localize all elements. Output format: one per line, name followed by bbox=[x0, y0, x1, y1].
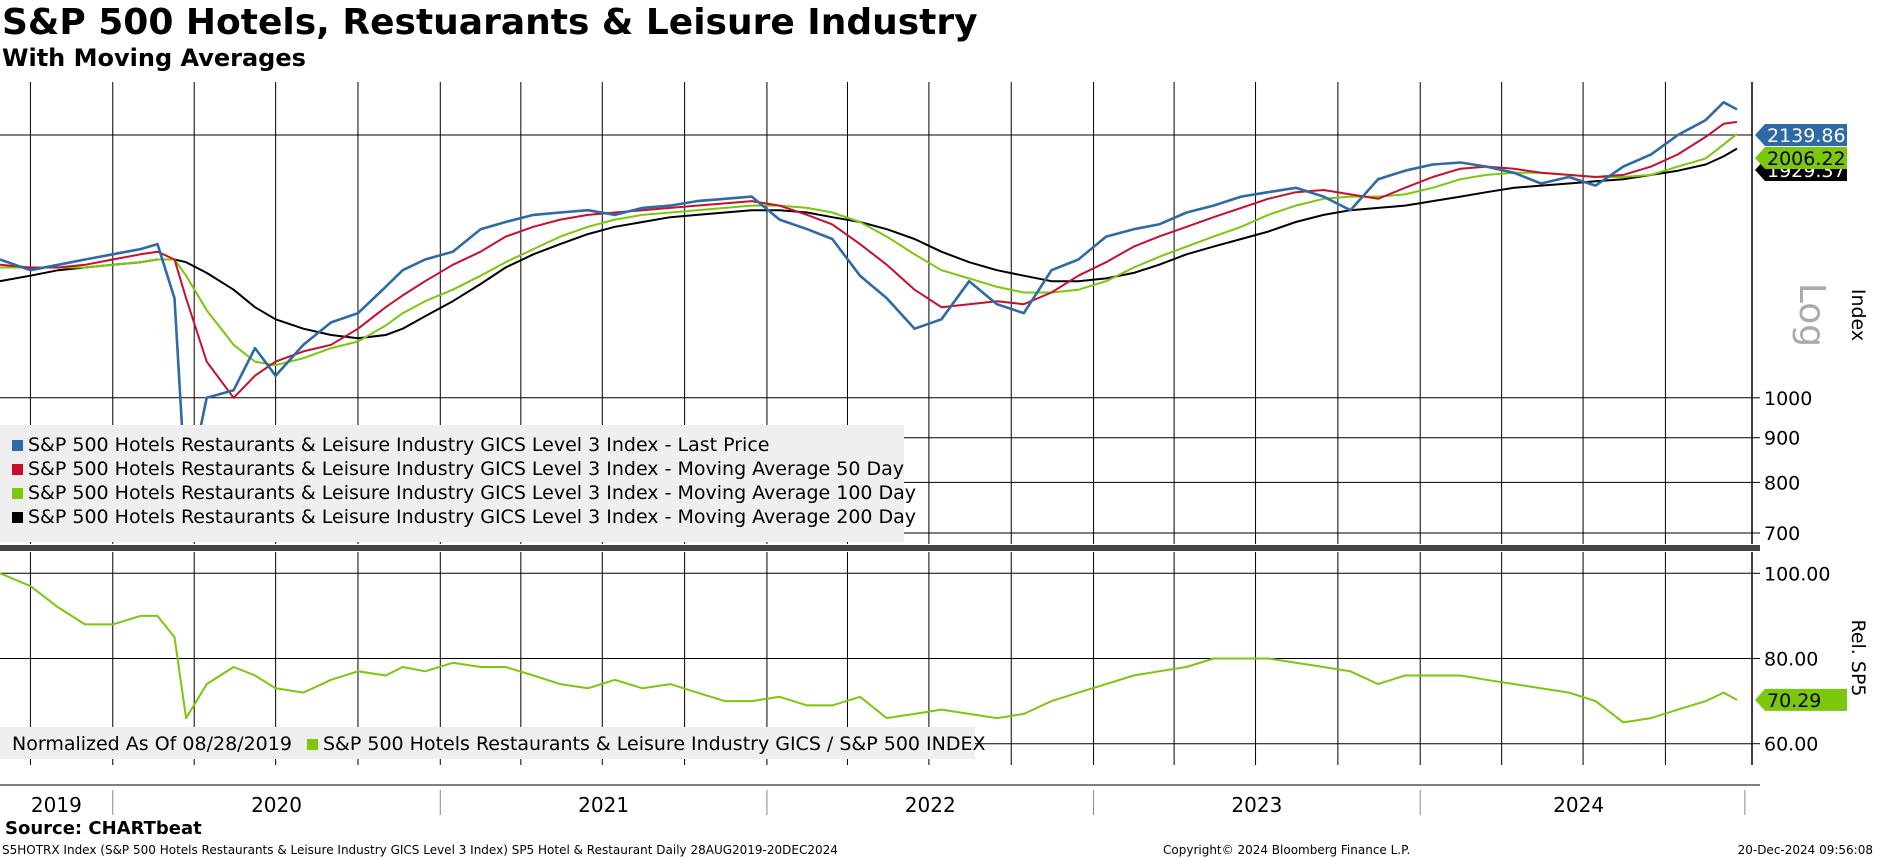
legend-entry-upper: S&P 500 Hotels Restaurants & Leisure Ind… bbox=[28, 482, 916, 504]
x-tick-label-2020: 2020 bbox=[251, 793, 302, 817]
legend-entry-upper: S&P 500 Hotels Restaurants & Leisure Ind… bbox=[28, 458, 904, 480]
x-tick-label-2022: 2022 bbox=[905, 793, 956, 817]
legend-normalized-note: Normalized As Of 08/28/2019 bbox=[12, 733, 292, 755]
footer-description: S5HOTRX Index (S&P 500 Hotels Restaurant… bbox=[2, 843, 838, 857]
legend-entry-upper: S&P 500 Hotels Restaurants & Leisure Ind… bbox=[28, 434, 769, 456]
chart-subtitle: With Moving Averages bbox=[2, 44, 306, 72]
upper-series-group bbox=[0, 101, 1738, 499]
panel-separator bbox=[0, 545, 1760, 551]
chart-title: S&P 500 Hotels, Restuarants & Leisure In… bbox=[2, 2, 978, 43]
upper-series-3-index-moving-average-100-day bbox=[0, 133, 1738, 367]
footer-copyright: Copyright© 2024 Bloomberg Finance L.P. bbox=[1163, 843, 1411, 857]
value-label-relative-tag bbox=[1755, 688, 1847, 711]
y-tick-label-lower: 80.00 bbox=[1764, 649, 1818, 671]
y-tick-label-lower: 100.00 bbox=[1764, 563, 1830, 585]
legend-box-upper bbox=[0, 425, 904, 542]
lower-series-group bbox=[0, 572, 1738, 724]
y-tick-label-lower: 60.00 bbox=[1764, 734, 1818, 756]
value-label-relative: 70.29 bbox=[1767, 690, 1821, 712]
x-tick-label-2019: 2019 bbox=[31, 793, 82, 817]
upper-series-3-index-moving-average-200-day bbox=[0, 147, 1738, 340]
y-tick-label-upper: 700 bbox=[1764, 523, 1800, 545]
legend-swatch bbox=[12, 512, 23, 523]
chart-grid bbox=[0, 82, 1752, 765]
log-scale-label: Log bbox=[1791, 283, 1832, 347]
footer-timestamp: 20-Dec-2024 09:56:08 bbox=[1737, 843, 1873, 857]
legend-entry-upper: S&P 500 Hotels Restaurants & Leisure Ind… bbox=[28, 506, 916, 528]
legend-box-lower bbox=[0, 727, 975, 759]
y-tick-label-upper: 900 bbox=[1764, 428, 1800, 450]
legend-entry-lower: S&P 500 Hotels Restaurants & Leisure Ind… bbox=[323, 733, 986, 755]
value-label-ma100: 2006.22 bbox=[1767, 148, 1846, 170]
y-axis-title-lower: Rel. SP5 bbox=[1847, 619, 1869, 696]
lower-series-re-industry-gics-s-p-500-index bbox=[0, 572, 1738, 724]
value-label-last-price-tag bbox=[1755, 124, 1847, 146]
legend-swatch bbox=[12, 488, 23, 499]
x-tick-label-2021: 2021 bbox=[578, 793, 629, 817]
chart-legends: S&P 500 Hotels Restaurants & Leisure Ind… bbox=[0, 425, 986, 759]
value-label-ma100-tag bbox=[1755, 147, 1847, 169]
upper-series--gics-level-3-index-last-price bbox=[0, 101, 1738, 499]
x-tick-label-2024: 2024 bbox=[1553, 793, 1604, 817]
upper-series--3-index-moving-average-50-day bbox=[0, 120, 1738, 399]
chart-axes: 700 800 900 1000 60.00 80.00 100.00 Index Log Rel… bbox=[0, 82, 1869, 817]
legend-swatch bbox=[12, 464, 23, 475]
legend-swatch bbox=[12, 440, 23, 451]
value-label-last-price: 2139.86 bbox=[1767, 125, 1846, 147]
y-tick-label-upper: 1000 bbox=[1764, 388, 1812, 410]
y-axis-title-upper: Index bbox=[1847, 289, 1869, 341]
x-tick-label-2023: 2023 bbox=[1231, 793, 1282, 817]
legend-swatch bbox=[307, 739, 318, 750]
source-note: Source: CHARTbeat bbox=[5, 818, 202, 839]
y-tick-label-upper: 800 bbox=[1764, 472, 1800, 494]
